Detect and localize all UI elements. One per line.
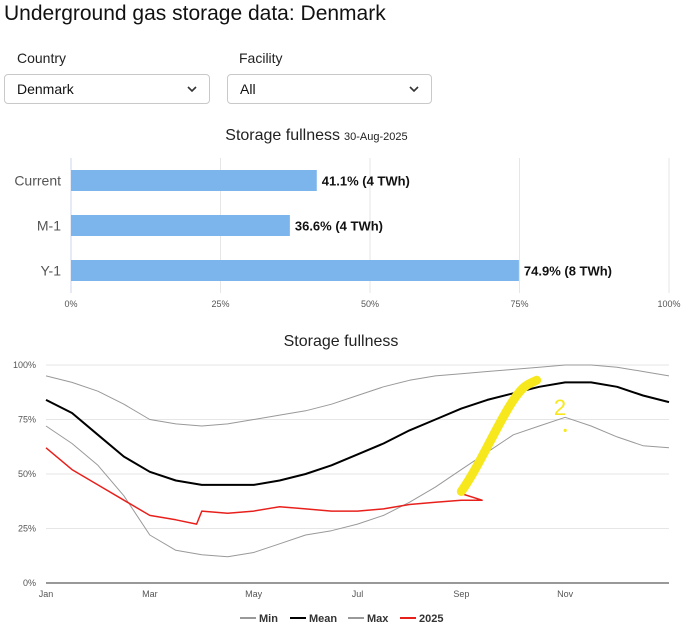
yellow-highlight-stroke	[456, 375, 542, 496]
line-y-tick-label: 75%	[18, 415, 36, 425]
bar-data-label: 74.9% (8 TWh)	[524, 264, 612, 279]
line-x-tick-label: Nov	[557, 589, 574, 599]
bar-y-1	[71, 260, 519, 281]
annotation-dot	[563, 428, 567, 432]
line-x-tick-label: Jan	[39, 589, 54, 599]
facility-select-value: All	[240, 81, 256, 97]
legend-label-2025[interactable]: 2025	[419, 613, 443, 625]
line-y-tick-label: 100%	[13, 360, 36, 370]
page-title: Underground gas storage data: Denmark	[4, 2, 386, 25]
bar-x-tick-label: 25%	[211, 299, 229, 309]
bar-category-label: M-1	[37, 218, 61, 234]
bar-chart-subtitle: 30-Aug-2025	[344, 131, 408, 143]
line-x-tick-label: Mar	[142, 589, 158, 599]
line-chart-title: Storage fullness	[284, 333, 399, 350]
bar-category-label: Current	[14, 173, 61, 189]
bar-data-label: 36.6% (4 TWh)	[295, 219, 383, 234]
bar-x-tick-label: 100%	[657, 299, 680, 309]
chevron-down-icon	[187, 86, 197, 93]
bar-chart-title: Storage fullness	[225, 127, 340, 144]
line-y-tick-label: 50%	[18, 469, 36, 479]
series-line-mean	[45, 381, 670, 486]
line-y-tick-label: 0%	[23, 578, 36, 588]
line-x-tick-label: Jul	[352, 589, 364, 599]
series-line-2025	[45, 447, 483, 525]
chevron-down-icon	[409, 86, 419, 93]
country-label: Country	[17, 50, 67, 66]
annotation-mark: 2	[554, 395, 566, 420]
storage-fullness-line-chart: Storage fullness 0% 25% 50% 75% 100% Jan Mar Ma…	[13, 333, 670, 625]
legend-label-min[interactable]: Min	[259, 613, 278, 625]
line-y-tick-label: 25%	[18, 524, 36, 534]
bar-x-tick-label: 0%	[64, 299, 77, 309]
bar-data-label: 41.1% (4 TWh)	[322, 174, 410, 189]
bar-x-tick-label: 75%	[510, 299, 528, 309]
bar-m-1	[71, 215, 290, 236]
line-x-tick-label: Sep	[453, 589, 469, 599]
series-line-max	[45, 364, 670, 427]
bar-category-label: Y-1	[40, 263, 61, 279]
bar-current	[71, 170, 317, 191]
storage-fullness-bar-chart: Storage fullness 30-Aug-2025 0% 25% 50% 75%…	[14, 127, 680, 309]
facility-label: Facility	[239, 50, 283, 66]
legend-label-mean[interactable]: Mean	[309, 613, 337, 625]
bar-x-tick-label: 50%	[361, 299, 379, 309]
series-line-min	[45, 416, 670, 558]
facility-select[interactable]: All	[227, 74, 432, 104]
legend-label-max[interactable]: Max	[367, 613, 389, 625]
country-select[interactable]: Denmark	[4, 74, 210, 104]
line-x-tick-label: May	[245, 589, 263, 599]
country-select-value: Denmark	[17, 81, 74, 97]
